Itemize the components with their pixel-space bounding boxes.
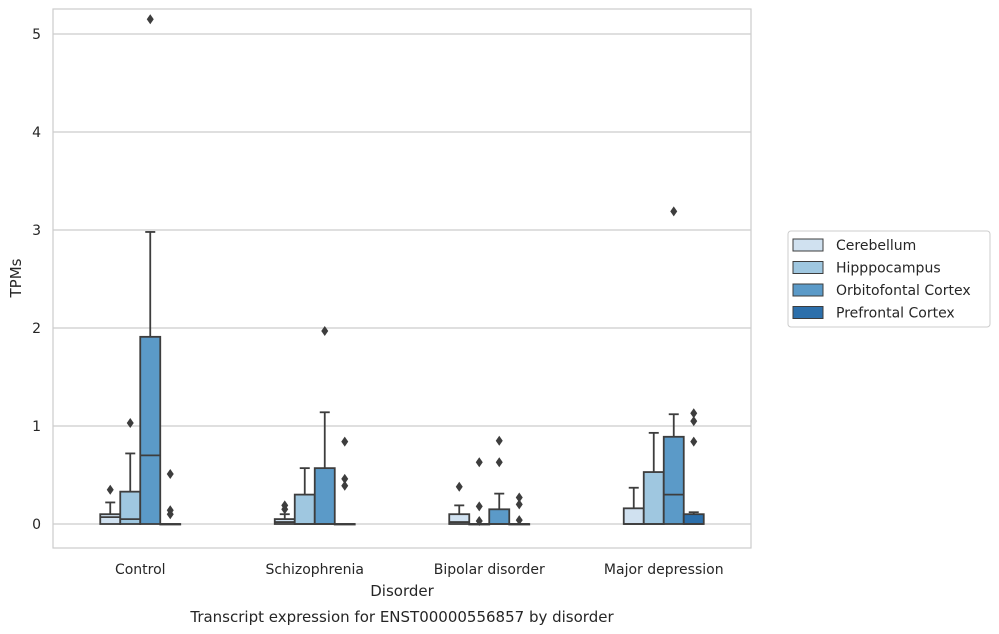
y-tick-label: 1 [32,419,41,435]
outlier-point [341,473,349,484]
box-iqr [488,508,511,525]
box-iqr [139,335,162,525]
y-tick-label: 0 [32,517,41,533]
plot-area [53,9,751,548]
box-cerebellum [448,481,471,525]
y-tick-labels: 0 1 2 3 4 5 [32,27,41,533]
x-tick-label: Major depression [604,562,724,578]
outlier-point [455,481,463,492]
box-iqr [662,435,685,525]
outlier-point [321,325,329,336]
box-iqr [642,471,665,525]
outlier-point [126,418,134,429]
plot-frame [52,8,752,549]
box-iqr [622,507,645,525]
outlier-point [690,408,698,419]
outlier-point [341,436,349,447]
outlier-point [166,509,174,520]
boxes-layer [99,14,705,527]
y-tick-label: 5 [32,27,41,43]
legend-label: Cerebellum [836,238,916,254]
legend-item: Hipppocampus [792,261,941,277]
outlier-point [166,469,174,480]
legend-swatch [792,283,824,297]
outlier-point [281,500,289,511]
outlier-point [495,435,503,446]
x-tick-labels: Control Schizophrenia Bipolar disorder Majo… [115,562,724,578]
legend: Cerebellum Hipppocampus Orbitofontal Corte… [787,230,991,328]
box-iqr [682,513,705,525]
outlier-point [495,457,503,468]
box-orbitofontal-cortex [313,325,336,525]
box-prefrontal-cortex [333,436,356,526]
legend-item: Prefrontal Cortex [792,306,955,322]
y-tick-label: 3 [32,223,41,239]
box-orbitofontal-cortex [139,14,162,525]
box-prefrontal-cortex [508,492,531,526]
x-axis-label: Disorder [370,582,434,600]
outlier-point [475,457,483,468]
outlier-point [690,416,698,427]
box-orbitofontal-cortex [488,435,511,525]
outlier-point [475,501,483,512]
box-orbitofontal-cortex [662,206,685,525]
box-prefrontal-cortex [159,469,182,526]
legend-label: Prefrontal Cortex [836,306,955,322]
legend-swatch [792,306,824,319]
y-tick-label: 2 [32,321,41,337]
y-tick-label: 4 [32,125,41,141]
legend-swatch [792,238,824,252]
box-iqr [313,467,336,525]
legend-label: Hipppocampus [836,261,941,277]
outlier-point [146,14,154,25]
outlier-point [341,480,349,491]
box-iqr [99,513,122,525]
box-iqr [448,513,471,525]
chart-caption: Transcript expression for ENST0000055685… [189,608,614,626]
outlier-point [690,436,698,447]
box-hipppocampus [468,457,491,527]
outlier-point [670,206,678,217]
box-cerebellum [99,484,122,525]
legend-frame [787,230,991,328]
outlier-point [515,492,523,503]
x-tick-label: Bipolar disorder [434,562,545,578]
box-cerebellum [622,486,645,525]
legend-item: Cerebellum [792,238,916,254]
x-tick-label: Schizophrenia [266,562,364,578]
outlier-point [475,516,483,527]
x-tick-label: Control [115,562,166,578]
legend-swatch [792,261,824,274]
box-hipppocampus [119,418,142,525]
outlier-point [106,484,114,495]
outlier-point [515,499,523,510]
box-iqr [293,493,316,525]
legend-label: Orbitofontal Cortex [836,283,971,299]
outlier-point [515,515,523,526]
legend-item: Orbitofontal Cortex [792,283,971,299]
box-prefrontal-cortex [682,408,705,525]
y-axis-label: TPMs [7,258,25,298]
